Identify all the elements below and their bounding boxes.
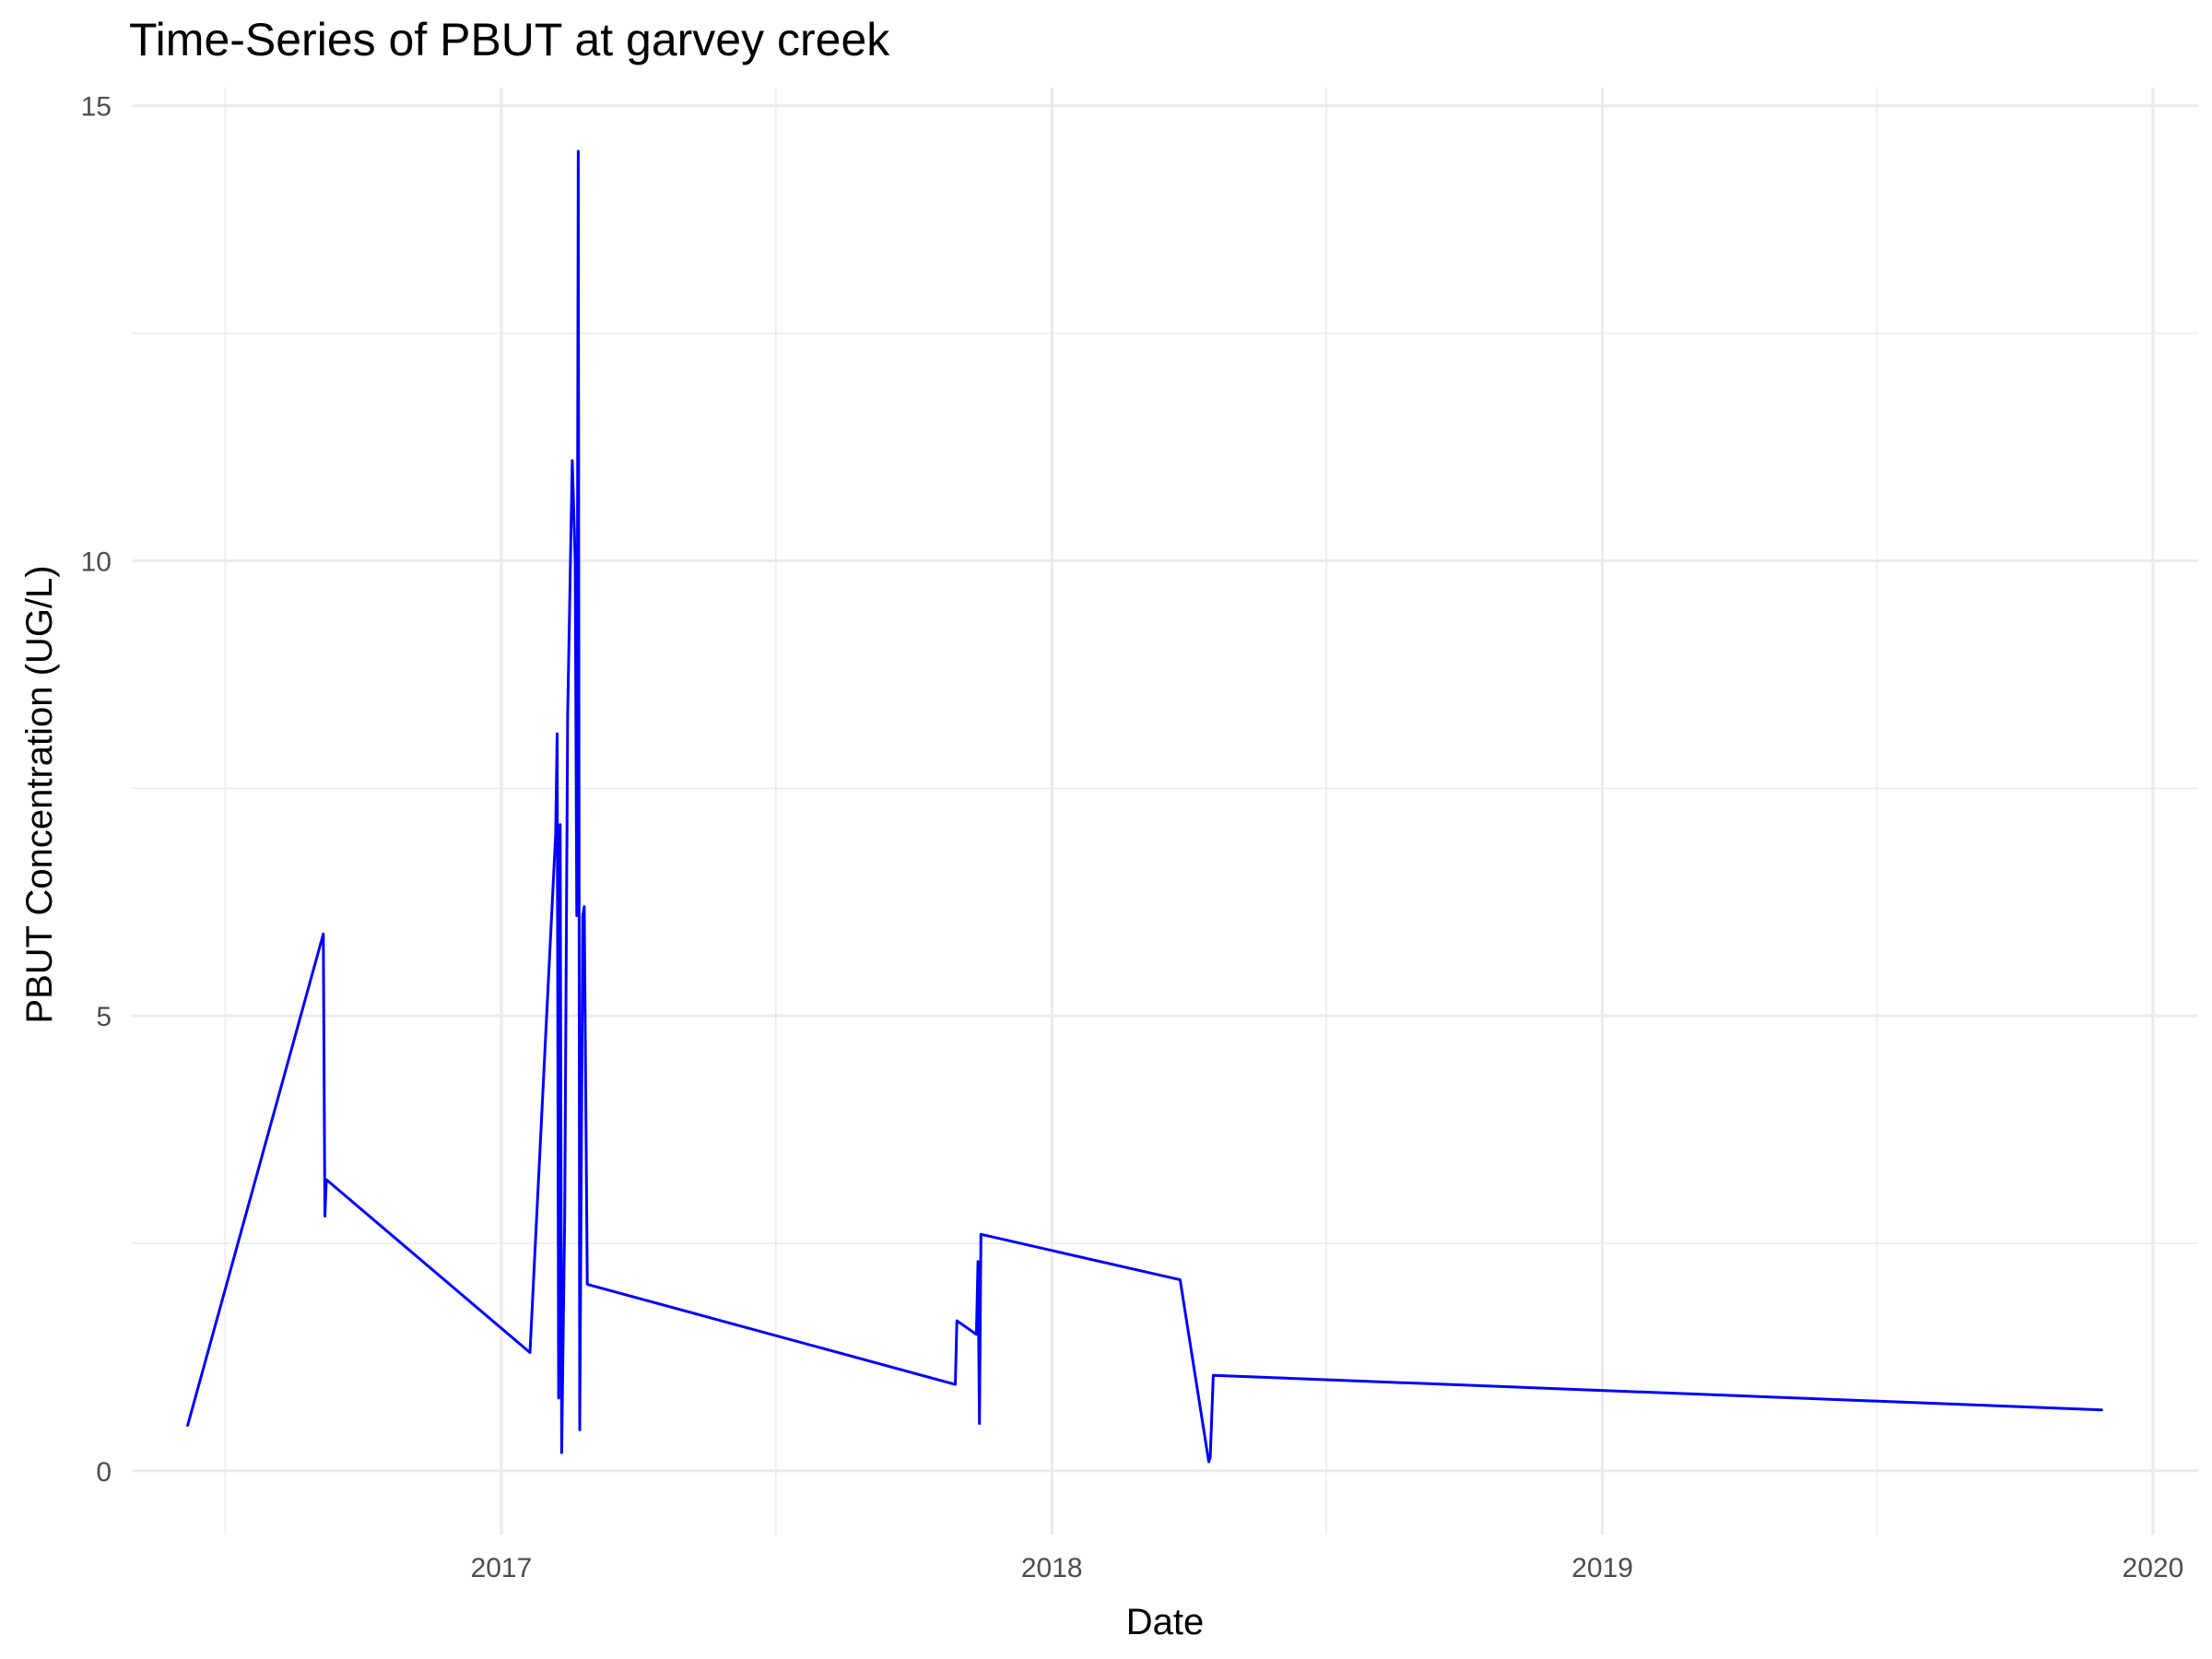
y-tick-label: 5 <box>96 1002 112 1032</box>
x-axis-title: Date <box>1126 1602 1205 1642</box>
y-axis-title: PBUT Concentration (UG/L) <box>19 565 60 1023</box>
x-tick-label: 2019 <box>1571 1553 1633 1583</box>
y-tick-label: 15 <box>81 92 112 123</box>
y-tick-label: 10 <box>81 547 112 577</box>
x-tick-label: 2017 <box>471 1553 533 1583</box>
x-tick-labels: 2017 2018 2019 2020 <box>471 1553 2184 1583</box>
minor-gridlines-y <box>132 332 2198 1244</box>
x-tick-label: 2020 <box>2123 1553 2184 1583</box>
x-tick-label: 2018 <box>1021 1553 1083 1583</box>
chart-title: Time-Series of PBUT at garvey creek <box>129 14 890 65</box>
series-line <box>186 149 2103 1464</box>
major-gridlines-y <box>132 104 2198 1473</box>
y-tick-labels: 0 5 10 15 <box>81 92 112 1488</box>
y-tick-label: 0 <box>96 1457 112 1488</box>
major-gridlines-x <box>500 88 2155 1535</box>
series-layer <box>186 149 2103 1464</box>
